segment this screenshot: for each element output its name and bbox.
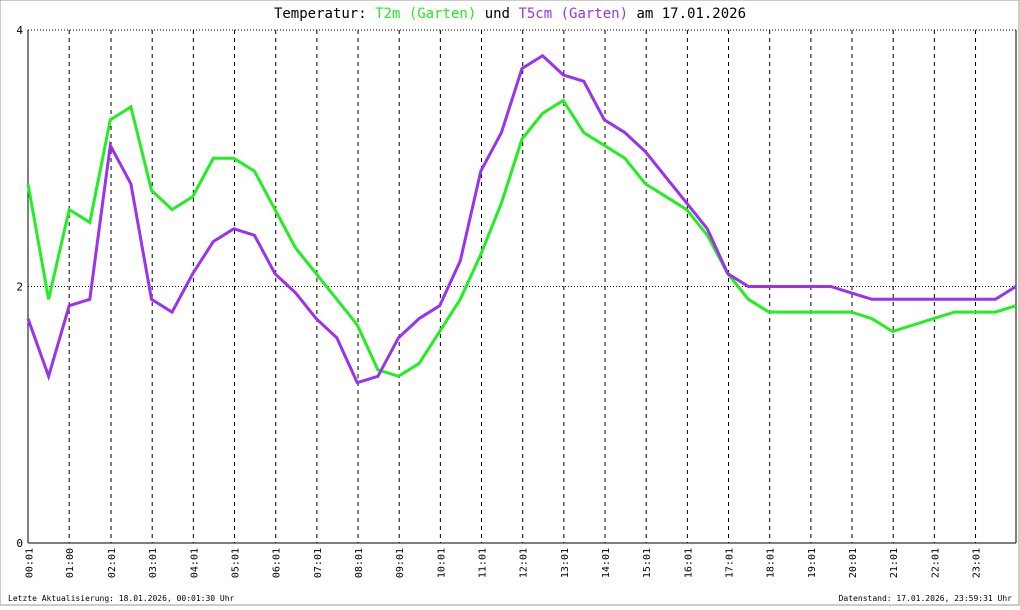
chart-title: Temperatur: T2m (Garten) und T5cm (Garte… [274, 6, 746, 22]
y-tick-label: 0 [16, 537, 23, 550]
y-tick-label: 4 [16, 24, 23, 37]
x-tick-label: 21:01 [889, 548, 900, 578]
title-prefix: Temperatur: [274, 6, 367, 22]
x-tick-label: 06:01 [272, 548, 283, 578]
x-tick-label: 23:01 [972, 548, 983, 578]
line-series [26, 98, 1017, 378]
x-tick-label: 03:01 [148, 548, 159, 578]
footer-right: Datenstand: 17.01.2026, 23:59:31 Uhr [839, 594, 1013, 603]
x-tick-label: 18:01 [766, 548, 777, 578]
x-tick-label: 07:01 [313, 548, 324, 578]
title-series: T2m (Garten) [375, 6, 476, 22]
x-tick-label: 08:01 [354, 548, 365, 578]
x-tick-label: 04:01 [189, 548, 200, 578]
x-tick-label: 01:00 [65, 548, 76, 578]
title-date: am 17.01.2026 [636, 6, 746, 22]
x-tick-label: 15:01 [642, 548, 653, 578]
x-tick-label: 02:01 [107, 548, 118, 578]
y-tick-label: 2 [16, 281, 23, 294]
line-series [26, 53, 1017, 385]
x-tick-label: 05:01 [231, 548, 242, 578]
footer-left: Letzte Aktualisierung: 18.01.2026, 00:01… [8, 594, 235, 603]
x-tick-label: 20:01 [848, 548, 859, 578]
x-tick-label: 16:01 [683, 548, 694, 578]
x-tick-label: 22:01 [930, 548, 941, 578]
x-tick-label: 14:01 [601, 548, 612, 578]
x-tick-label: 00:01 [25, 548, 36, 578]
title-series: T5cm (Garten) [518, 6, 628, 22]
x-tick-label: 09:01 [395, 548, 406, 578]
x-tick-label: 12:01 [519, 548, 530, 578]
x-tick-label: 11:01 [478, 548, 489, 578]
x-tick-label: 17:01 [725, 548, 736, 578]
x-tick-label: 19:01 [807, 548, 818, 578]
x-tick-label: 10:01 [436, 548, 447, 578]
title-join: und [485, 6, 510, 22]
x-tick-label: 13:01 [560, 548, 571, 578]
